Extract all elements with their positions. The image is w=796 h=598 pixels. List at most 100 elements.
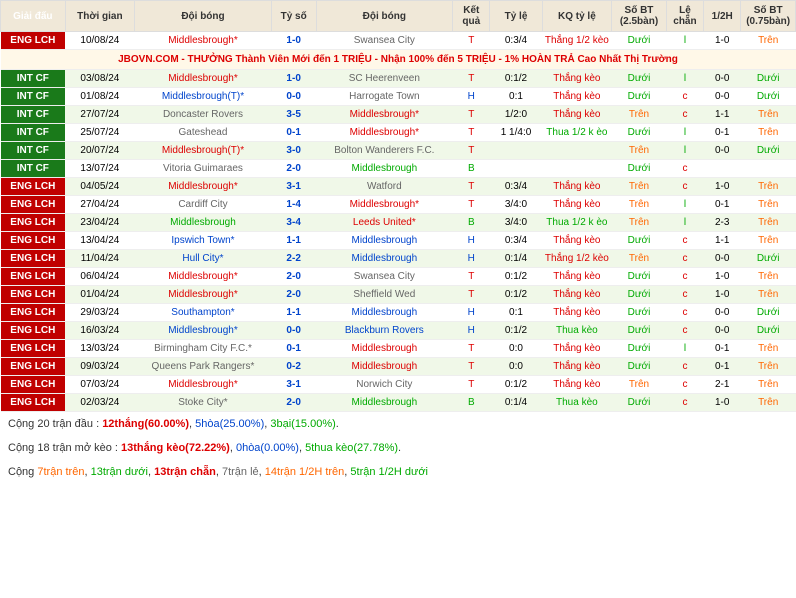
table-row: INT CF27/07/24Doncaster Rovers3-5Middles… (1, 106, 796, 124)
score-cell: 3-0 (271, 142, 316, 160)
result-cell: T (453, 358, 490, 376)
halftime: 1-0 (704, 268, 741, 286)
goals-075: Trên (741, 268, 796, 286)
goals-25: Trên (612, 250, 667, 268)
score-cell: 2-0 (271, 286, 316, 304)
goals-25: Dưới (612, 286, 667, 304)
date-cell: 09/03/24 (65, 358, 135, 376)
odds-cell: 0:1/2 (490, 322, 542, 340)
table-row: INT CF20/07/24Middlesbrough(T)*3-0Bolton… (1, 142, 796, 160)
goals-25: Dưới (612, 88, 667, 106)
oddeven: l (666, 70, 703, 88)
odds-cell: 0:3/4 (490, 232, 542, 250)
team-away: Bolton Wanderers F.C. (316, 142, 453, 160)
score-cell: 2-0 (271, 160, 316, 178)
league-badge: ENG LCH (1, 250, 66, 268)
goals-075: Dưới (741, 70, 796, 88)
league-badge: ENG LCH (1, 340, 66, 358)
result-cell: H (453, 322, 490, 340)
oddeven: c (666, 106, 703, 124)
result-cell: B (453, 394, 490, 412)
odds-result: Thắng kèo (542, 106, 612, 124)
result-cell: T (453, 106, 490, 124)
table-row: ENG LCH06/04/24Middlesbrough*2-0Swansea … (1, 268, 796, 286)
odds-result: Thắng kèo (542, 196, 612, 214)
score-cell: 3-1 (271, 376, 316, 394)
table-row: ENG LCH29/03/24Southampton*1-1Middlesbro… (1, 304, 796, 322)
result-cell: T (453, 32, 490, 50)
result-cell: T (453, 196, 490, 214)
result-cell: T (453, 124, 490, 142)
goals-075: Trên (741, 196, 796, 214)
odds-cell: 0:0 (490, 340, 542, 358)
date-cell: 11/04/24 (65, 250, 135, 268)
goals-075: Dưới (741, 142, 796, 160)
date-cell: 01/04/24 (65, 286, 135, 304)
team-home: Ipswich Town* (135, 232, 272, 250)
table-row: INT CF03/08/24Middlesbrough*1-0SC Heeren… (1, 70, 796, 88)
league-badge: ENG LCH (1, 304, 66, 322)
oddeven: c (666, 394, 703, 412)
table-row: INT CF13/07/24Vitoria Guimaraes2-0Middle… (1, 160, 796, 178)
table-row: INT CF25/07/24Gateshead0-1Middlesbrough*… (1, 124, 796, 142)
goals-25: Dưới (612, 394, 667, 412)
col-header: Tỷ số (271, 1, 316, 32)
score-cell: 0-0 (271, 322, 316, 340)
result-cell: T (453, 142, 490, 160)
odds-result (542, 160, 612, 178)
oddeven: c (666, 160, 703, 178)
result-cell: B (453, 160, 490, 178)
score-cell: 0-0 (271, 88, 316, 106)
oddeven: l (666, 124, 703, 142)
result-cell: T (453, 340, 490, 358)
team-home: Middlesbrough (135, 214, 272, 232)
team-home: Southampton* (135, 304, 272, 322)
goals-075: Dưới (741, 322, 796, 340)
team-home: Middlesbrough* (135, 178, 272, 196)
result-cell: T (453, 70, 490, 88)
col-header: Giải đấu (1, 1, 66, 32)
team-away: Blackburn Rovers (316, 322, 453, 340)
score-cell: 2-2 (271, 250, 316, 268)
team-home: Hull City* (135, 250, 272, 268)
date-cell: 06/04/24 (65, 268, 135, 286)
goals-075: Trên (741, 358, 796, 376)
promo-banner[interactable]: JBOVN.COM - THƯỞNG Thành Viên Mới đến 1 … (1, 50, 796, 70)
goals-075: Trên (741, 214, 796, 232)
team-away: Middlesbrough (316, 304, 453, 322)
date-cell: 04/05/24 (65, 178, 135, 196)
table-row: ENG LCH01/04/24Middlesbrough*2-0Sheffiel… (1, 286, 796, 304)
odds-result: Thắng kèo (542, 88, 612, 106)
halftime: 0-1 (704, 340, 741, 358)
goals-25: Dưới (612, 232, 667, 250)
goals-25: Dưới (612, 340, 667, 358)
odds-result: Thắng kèo (542, 232, 612, 250)
team-away: Swansea City (316, 32, 453, 50)
halftime: 1-0 (704, 394, 741, 412)
halftime: 0-0 (704, 250, 741, 268)
halftime: 0-0 (704, 304, 741, 322)
team-home: Middlesbrough(T)* (135, 142, 272, 160)
team-away: Swansea City (316, 268, 453, 286)
team-home: Gateshead (135, 124, 272, 142)
halftime (704, 160, 741, 178)
col-header: Số BT (0.75bàn) (741, 1, 796, 32)
odds-result: Thua 1/2 k èo (542, 124, 612, 142)
team-away: Norwich City (316, 376, 453, 394)
date-cell: 13/04/24 (65, 232, 135, 250)
odds-cell: 0:3/4 (490, 178, 542, 196)
league-badge: ENG LCH (1, 214, 66, 232)
date-cell: 02/03/24 (65, 394, 135, 412)
goals-075: Trên (741, 286, 796, 304)
col-header: Đội bóng (135, 1, 272, 32)
date-cell: 01/08/24 (65, 88, 135, 106)
team-away: Middlesbrough* (316, 106, 453, 124)
odds-result: Thua 1/2 k èo (542, 214, 612, 232)
goals-075: Trên (741, 178, 796, 196)
team-home: Vitoria Guimaraes (135, 160, 272, 178)
goals-25: Trên (612, 196, 667, 214)
score-cell: 0-1 (271, 340, 316, 358)
col-header: KQ tỷ lệ (542, 1, 612, 32)
table-row: ENG LCH11/04/24Hull City*2-2Middlesbroug… (1, 250, 796, 268)
result-cell: H (453, 250, 490, 268)
